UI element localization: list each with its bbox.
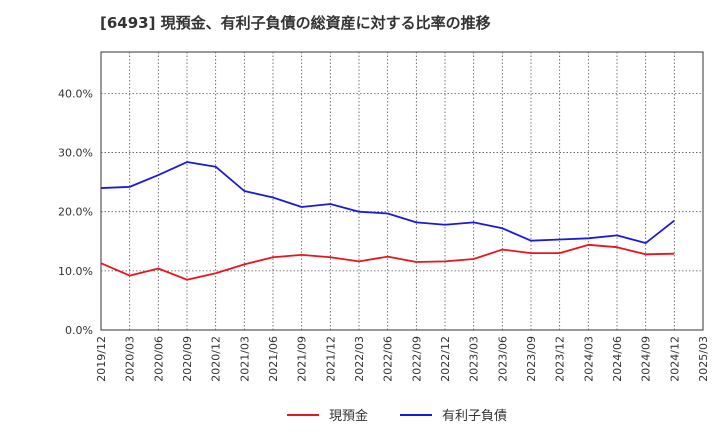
chart-title: [6493] 現預金、有利子負債の総資産に対する比率の推移	[100, 14, 491, 32]
x-tick-label: 2021/03	[238, 336, 251, 382]
horizontal-gridlines	[101, 93, 703, 272]
x-tick-label: 2023/06	[496, 336, 509, 382]
series-lines	[100, 161, 675, 281]
y-tick-labels: 0.0% 10.0% 20.0% 30.0% 40.0%	[58, 87, 93, 337]
y-tick-label: 10.0%	[58, 265, 93, 278]
legend-label: 有利子負債	[442, 409, 507, 424]
x-tick-label: 2020/12	[210, 336, 223, 382]
x-tick-label: 2020/09	[181, 336, 194, 382]
x-tick-labels: 2019/12 2020/03 2020/06 2020/09 2020/12 2021/…	[95, 336, 710, 382]
x-tick-label: 2020/03	[124, 336, 137, 382]
legend: 現預金 有利子負債	[287, 408, 507, 424]
x-tick-label: 2021/09	[296, 336, 309, 382]
x-tick-label: 2022/09	[410, 336, 423, 382]
x-tick-label: 2022/06	[382, 336, 395, 382]
x-tick-label: 2020/06	[152, 336, 165, 382]
x-tick-label: 2024/03	[582, 336, 595, 382]
vertical-gridlines	[129, 52, 675, 330]
x-tick-label: 2024/12	[668, 336, 681, 382]
y-tick-label: 40.0%	[58, 87, 93, 100]
x-tick-label: 2021/12	[324, 336, 337, 382]
x-tick-label: 2022/03	[353, 336, 366, 382]
x-tick-label: 2025/03	[697, 336, 710, 382]
y-tick-label: 20.0%	[58, 206, 93, 219]
series-line-有利子負債	[100, 161, 675, 244]
x-tick-label: 2019/12	[95, 336, 108, 382]
y-tick-label: 30.0%	[58, 147, 93, 160]
x-tick-label: 2023/12	[554, 336, 567, 382]
x-tick-label: 2024/06	[611, 336, 624, 382]
x-tick-label: 2022/12	[439, 336, 452, 382]
legend-label: 現預金	[329, 408, 368, 424]
y-tick-label: 0.0%	[65, 324, 93, 337]
plot-area	[100, 51, 704, 331]
series-line-現預金	[100, 243, 675, 281]
x-tick-label: 2023/03	[468, 336, 481, 382]
x-tick-label: 2021/06	[267, 336, 280, 382]
x-tick-label: 2023/09	[525, 336, 538, 382]
x-tick-label: 2024/09	[640, 336, 653, 382]
